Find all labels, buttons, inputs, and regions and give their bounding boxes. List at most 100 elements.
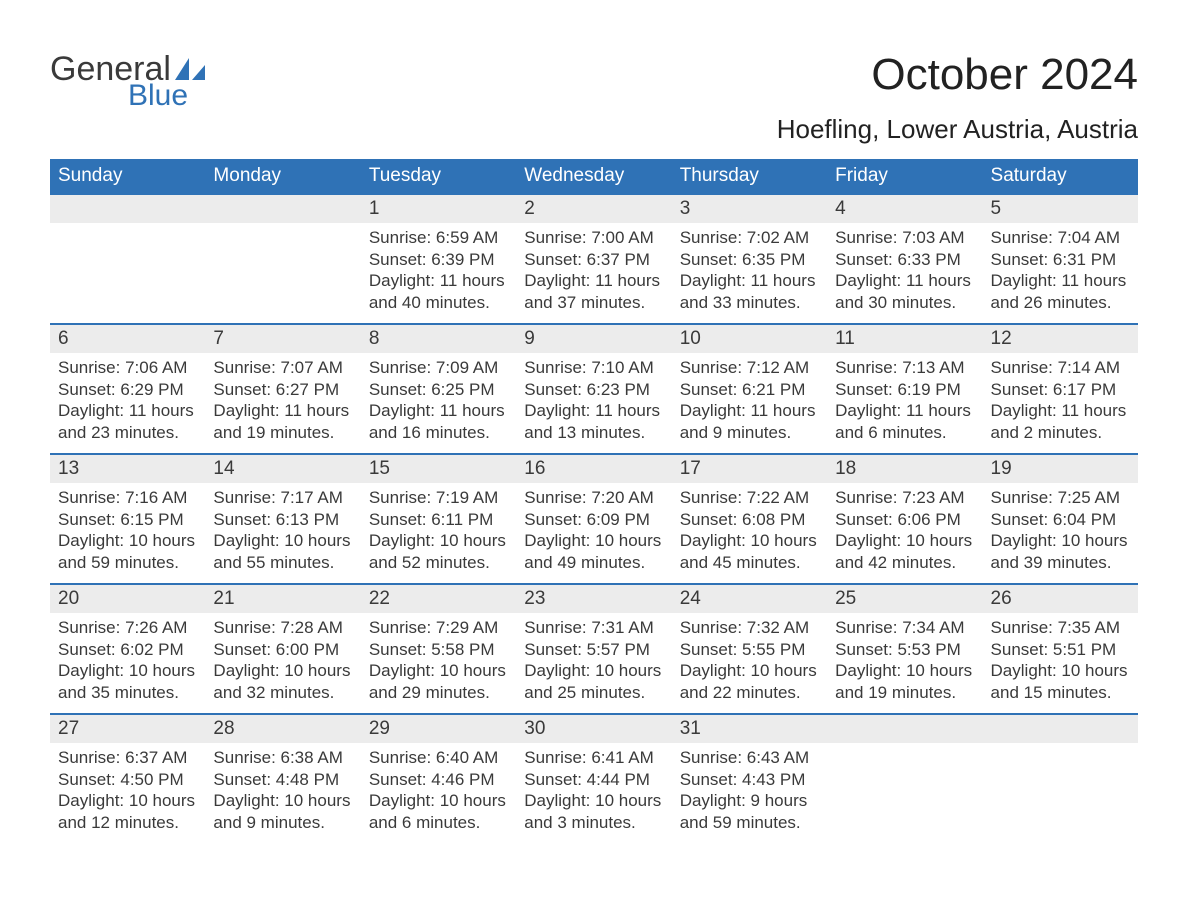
weekday-header: Friday xyxy=(827,159,982,193)
day-details: Sunrise: 7:22 AMSunset: 6:08 PMDaylight:… xyxy=(672,483,827,578)
calendar-cell: 10Sunrise: 7:12 AMSunset: 6:21 PMDayligh… xyxy=(672,323,827,453)
daylight-text: Daylight: 10 hours and 49 minutes. xyxy=(524,530,665,574)
day-number: 11 xyxy=(827,323,982,353)
sunset-text: Sunset: 6:27 PM xyxy=(213,379,354,401)
sunrise-text: Sunrise: 7:14 AM xyxy=(991,357,1132,379)
sunset-text: Sunset: 4:46 PM xyxy=(369,769,510,791)
day-number: 10 xyxy=(672,323,827,353)
calendar-cell: 13Sunrise: 7:16 AMSunset: 6:15 PMDayligh… xyxy=(50,453,205,583)
weekday-header: Saturday xyxy=(983,159,1138,193)
daylight-text: Daylight: 10 hours and 3 minutes. xyxy=(524,790,665,834)
calendar-cell: 21Sunrise: 7:28 AMSunset: 6:00 PMDayligh… xyxy=(205,583,360,713)
day-number: 21 xyxy=(205,583,360,613)
sunrise-text: Sunrise: 7:07 AM xyxy=(213,357,354,379)
calendar-cell: 9Sunrise: 7:10 AMSunset: 6:23 PMDaylight… xyxy=(516,323,671,453)
daylight-text: Daylight: 9 hours and 59 minutes. xyxy=(680,790,821,834)
sunrise-text: Sunrise: 7:32 AM xyxy=(680,617,821,639)
sunset-text: Sunset: 4:44 PM xyxy=(524,769,665,791)
day-details: Sunrise: 7:03 AMSunset: 6:33 PMDaylight:… xyxy=(827,223,982,318)
sunrise-text: Sunrise: 7:06 AM xyxy=(58,357,199,379)
day-details: Sunrise: 7:32 AMSunset: 5:55 PMDaylight:… xyxy=(672,613,827,708)
sunrise-text: Sunrise: 7:00 AM xyxy=(524,227,665,249)
calendar-week-row: 27Sunrise: 6:37 AMSunset: 4:50 PMDayligh… xyxy=(50,713,1138,843)
calendar-cell: 3Sunrise: 7:02 AMSunset: 6:35 PMDaylight… xyxy=(672,193,827,323)
day-number: 17 xyxy=(672,453,827,483)
weekday-header: Sunday xyxy=(50,159,205,193)
calendar-cell: 4Sunrise: 7:03 AMSunset: 6:33 PMDaylight… xyxy=(827,193,982,323)
sunset-text: Sunset: 6:00 PM xyxy=(213,639,354,661)
day-number: 23 xyxy=(516,583,671,613)
day-number: 18 xyxy=(827,453,982,483)
calendar-cell xyxy=(827,713,982,843)
sunset-text: Sunset: 6:21 PM xyxy=(680,379,821,401)
day-details: Sunrise: 7:34 AMSunset: 5:53 PMDaylight:… xyxy=(827,613,982,708)
day-details: Sunrise: 6:43 AMSunset: 4:43 PMDaylight:… xyxy=(672,743,827,838)
day-number: 29 xyxy=(361,713,516,743)
day-details: Sunrise: 7:28 AMSunset: 6:00 PMDaylight:… xyxy=(205,613,360,708)
daylight-text: Daylight: 10 hours and 25 minutes. xyxy=(524,660,665,704)
day-details: Sunrise: 7:17 AMSunset: 6:13 PMDaylight:… xyxy=(205,483,360,578)
calendar-cell: 7Sunrise: 7:07 AMSunset: 6:27 PMDaylight… xyxy=(205,323,360,453)
daylight-text: Daylight: 11 hours and 2 minutes. xyxy=(991,400,1132,444)
daylight-text: Daylight: 10 hours and 22 minutes. xyxy=(680,660,821,704)
day-number: 16 xyxy=(516,453,671,483)
sunrise-text: Sunrise: 7:29 AM xyxy=(369,617,510,639)
weekday-header-row: Sunday Monday Tuesday Wednesday Thursday… xyxy=(50,159,1138,193)
day-number: 12 xyxy=(983,323,1138,353)
sunset-text: Sunset: 6:02 PM xyxy=(58,639,199,661)
day-number xyxy=(50,193,205,223)
sunrise-text: Sunrise: 7:19 AM xyxy=(369,487,510,509)
day-number: 22 xyxy=(361,583,516,613)
day-number: 19 xyxy=(983,453,1138,483)
daylight-text: Daylight: 10 hours and 32 minutes. xyxy=(213,660,354,704)
daylight-text: Daylight: 10 hours and 39 minutes. xyxy=(991,530,1132,574)
sunset-text: Sunset: 6:15 PM xyxy=(58,509,199,531)
sunrise-text: Sunrise: 7:03 AM xyxy=(835,227,976,249)
calendar-cell: 23 Sunrise: 7:31 AMSunset: 5:57 PMDayligh… xyxy=(516,583,671,713)
calendar-cell: 20Sunrise: 7:26 AMSunset: 6:02 PMDayligh… xyxy=(50,583,205,713)
day-details: Sunrise: 7:19 AMSunset: 6:11 PMDaylight:… xyxy=(361,483,516,578)
daylight-text: Daylight: 11 hours and 16 minutes. xyxy=(369,400,510,444)
calendar-cell: 24Sunrise: 7:32 AMSunset: 5:55 PMDayligh… xyxy=(672,583,827,713)
calendar-week-row: 20Sunrise: 7:26 AMSunset: 6:02 PMDayligh… xyxy=(50,583,1138,713)
sunrise-text: Sunrise: 7:25 AM xyxy=(991,487,1132,509)
weekday-header: Thursday xyxy=(672,159,827,193)
day-details: Sunrise: 6:40 AMSunset: 4:46 PMDaylight:… xyxy=(361,743,516,838)
day-details: Sunrise: 7:26 AMSunset: 6:02 PMDaylight:… xyxy=(50,613,205,708)
daylight-text: Daylight: 10 hours and 52 minutes. xyxy=(369,530,510,574)
sunset-text: Sunset: 4:48 PM xyxy=(213,769,354,791)
daylight-text: Daylight: 11 hours and 33 minutes. xyxy=(680,270,821,314)
sunrise-text: Sunrise: 7:34 AM xyxy=(835,617,976,639)
sunrise-text: Sunrise: 6:43 AM xyxy=(680,747,821,769)
day-number: 13 xyxy=(50,453,205,483)
sunset-text: Sunset: 6:23 PM xyxy=(524,379,665,401)
calendar-cell: 15Sunrise: 7:19 AMSunset: 6:11 PMDayligh… xyxy=(361,453,516,583)
calendar-cell: 25Sunrise: 7:34 AMSunset: 5:53 PMDayligh… xyxy=(827,583,982,713)
day-number: 9 xyxy=(516,323,671,353)
sunrise-text: Sunrise: 7:31 AM xyxy=(524,617,665,639)
sunset-text: Sunset: 4:50 PM xyxy=(58,769,199,791)
weekday-header: Wednesday xyxy=(516,159,671,193)
daylight-text: Daylight: 10 hours and 6 minutes. xyxy=(369,790,510,834)
day-number: 2 xyxy=(516,193,671,223)
sunrise-text: Sunrise: 7:02 AM xyxy=(680,227,821,249)
calendar-cell xyxy=(205,193,360,323)
day-details: Sunrise: 7:16 AMSunset: 6:15 PMDaylight:… xyxy=(50,483,205,578)
day-number: 26 xyxy=(983,583,1138,613)
calendar-cell: 1Sunrise: 6:59 AMSunset: 6:39 PMDaylight… xyxy=(361,193,516,323)
sunset-text: Sunset: 6:11 PM xyxy=(369,509,510,531)
daylight-text: Daylight: 10 hours and 12 minutes. xyxy=(58,790,199,834)
sunset-text: Sunset: 6:29 PM xyxy=(58,379,199,401)
sunrise-text: Sunrise: 7:28 AM xyxy=(213,617,354,639)
day-number: 14 xyxy=(205,453,360,483)
sunset-text: Sunset: 5:51 PM xyxy=(991,639,1132,661)
day-number: 24 xyxy=(672,583,827,613)
sunset-text: Sunset: 5:57 PM xyxy=(524,639,665,661)
sunrise-text: Sunrise: 6:41 AM xyxy=(524,747,665,769)
calendar-cell: 29Sunrise: 6:40 AMSunset: 4:46 PMDayligh… xyxy=(361,713,516,843)
calendar-cell: 14Sunrise: 7:17 AMSunset: 6:13 PMDayligh… xyxy=(205,453,360,583)
daylight-text: Daylight: 10 hours and 55 minutes. xyxy=(213,530,354,574)
sunrise-text: Sunrise: 7:23 AM xyxy=(835,487,976,509)
daylight-text: Daylight: 10 hours and 15 minutes. xyxy=(991,660,1132,704)
sunrise-text: Sunrise: 7:04 AM xyxy=(991,227,1132,249)
